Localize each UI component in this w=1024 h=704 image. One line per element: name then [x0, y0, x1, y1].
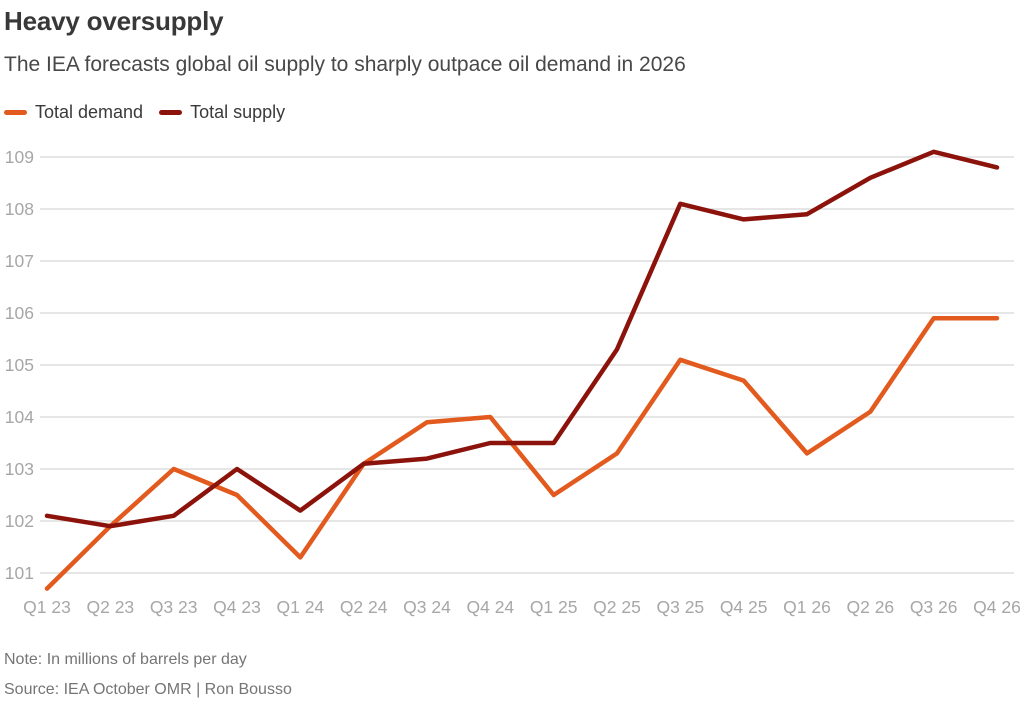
x-tick-label-q1-23: Q1 23	[23, 597, 71, 617]
demand-line-swatch-icon	[4, 110, 27, 115]
chart-note: Note: In millions of barrels per day	[4, 651, 247, 668]
y-tick-label-109: 109	[5, 147, 34, 167]
legend-label-total-demand: Total demand	[35, 102, 144, 122]
x-tick-label-q2-24: Q2 24	[340, 597, 388, 617]
x-tick-label-q3-26: Q3 26	[910, 597, 958, 617]
chart-source: Source: IEA October OMR | Ron Bousso	[4, 681, 292, 698]
total-demand-line	[44, 315, 1000, 591]
x-tick-label-q4-26: Q4 26	[973, 597, 1021, 617]
page-title: Heavy oversupply	[4, 6, 224, 36]
x-tick-label-q4-25: Q4 25	[720, 597, 768, 617]
y-tick-label-105: 105	[5, 355, 34, 375]
page-subtitle: The IEA forecasts global oil supply to s…	[4, 53, 686, 76]
chart-legend: Total demand Total supply	[4, 102, 285, 123]
x-tick-label-q3-24: Q3 24	[403, 597, 451, 617]
x-tick-label-q2-23: Q2 23	[86, 597, 134, 617]
x-tick-label-q2-26: Q2 26	[846, 597, 894, 617]
total-supply-line	[44, 149, 1000, 529]
legend-label-total-supply: Total supply	[190, 102, 286, 122]
y-tick-label-108: 108	[5, 199, 34, 219]
x-tick-label-q4-23: Q4 23	[213, 597, 261, 617]
y-tick-label-107: 107	[5, 251, 34, 271]
y-tick-label-103: 103	[5, 459, 34, 479]
y-tick-label-102: 102	[5, 511, 34, 531]
legend-item-total-demand: Total demand	[4, 102, 143, 123]
x-tick-label-q1-26: Q1 26	[783, 597, 831, 617]
y-tick-label-106: 106	[5, 303, 34, 323]
x-tick-label-q4-24: Q4 24	[466, 597, 514, 617]
x-tick-label-q3-25: Q3 25	[656, 597, 704, 617]
y-tick-label-101: 101	[5, 563, 34, 583]
x-tick-label-q2-25: Q2 25	[593, 597, 641, 617]
supply-line-swatch-icon	[159, 110, 183, 115]
legend-item-total-supply: Total supply	[159, 102, 285, 123]
x-tick-label-q1-25: Q1 25	[530, 597, 578, 617]
x-tick-label-q3-23: Q3 23	[150, 597, 198, 617]
x-tick-label-q1-24: Q1 24	[276, 597, 324, 617]
y-tick-label-104: 104	[5, 407, 34, 427]
